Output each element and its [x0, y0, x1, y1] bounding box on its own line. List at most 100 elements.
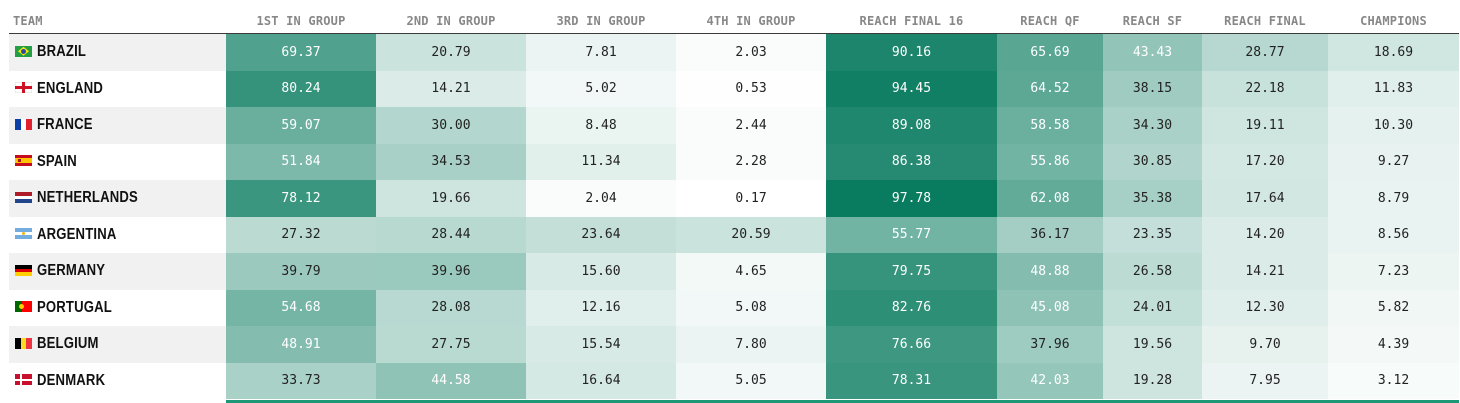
team-name: BRAZIL [37, 43, 87, 61]
column-header-2nd-in-group[interactable]: 2ND IN GROUP [376, 8, 526, 34]
team-cell: BRAZIL [9, 33, 226, 71]
cell-reach-final-16: 97.78 [826, 180, 997, 217]
cell-4th-in-group: 5.05 [676, 362, 826, 399]
cell-3rd-in-group: 12.16 [526, 289, 676, 326]
cell-reach-qf: 36.17 [997, 216, 1103, 253]
cell-4th-in-group: 7.80 [676, 326, 826, 363]
cell-reach-final-16: 82.76 [826, 289, 997, 326]
header-row: TEAM 1ST IN GROUP 2ND IN GROUP 3RD IN GR… [9, 8, 1459, 34]
cell-reach-sf: 43.43 [1103, 33, 1202, 71]
cell-reach-sf: 35.38 [1103, 180, 1202, 217]
cell-champions: 18.69 [1328, 33, 1459, 71]
cell-reach-qf: 55.86 [997, 143, 1103, 180]
netherlands-flag-icon [15, 191, 32, 203]
brazil-flag-icon [15, 45, 32, 57]
cell-3rd-in-group: 2.04 [526, 180, 676, 217]
cell-reach-sf: 23.35 [1103, 216, 1202, 253]
column-header-team[interactable]: TEAM [9, 8, 226, 34]
table-row: BELGIUM 48.91 27.75 15.54 7.80 76.66 37.96 19.5… [9, 326, 1459, 363]
team-cell: NETHERLANDS [9, 180, 226, 217]
team-cell: BELGIUM [9, 326, 226, 363]
column-header-reach-sf[interactable]: REACH SF [1103, 8, 1202, 34]
cell-reach-qf: 65.69 [997, 33, 1103, 71]
cell-reach-final-16: 79.75 [826, 253, 997, 290]
cell-reach-final: 22.18 [1202, 70, 1328, 107]
column-header-reach-final-16[interactable]: REACH FINAL 16 [826, 8, 997, 34]
cell-reach-final-16: 55.77 [826, 216, 997, 253]
cell-reach-qf: 42.03 [997, 362, 1103, 399]
column-header-reach-qf[interactable]: REACH QF [997, 8, 1103, 34]
cell-1st-in-group: 51.84 [226, 143, 376, 180]
cell-reach-final: 17.64 [1202, 180, 1328, 217]
column-header-reach-final[interactable]: REACH FINAL [1202, 8, 1328, 34]
team-name: FRANCE [37, 116, 93, 134]
cell-reach-final: 7.95 [1202, 362, 1328, 399]
cell-reach-final-16: 89.08 [826, 107, 997, 144]
cell-champions: 8.56 [1328, 216, 1459, 253]
team-name: GERMANY [37, 262, 106, 280]
cell-reach-sf: 19.28 [1103, 362, 1202, 399]
cell-2nd-in-group: 14.21 [376, 70, 526, 107]
table-row: NETHERLANDS 78.12 19.66 2.04 0.17 97.78 62.08 3… [9, 180, 1459, 217]
denmark-flag-icon [15, 374, 32, 386]
cell-2nd-in-group: 39.96 [376, 253, 526, 290]
belgium-flag-icon [15, 337, 32, 349]
cell-4th-in-group: 2.44 [676, 107, 826, 144]
cell-4th-in-group: 0.17 [676, 180, 826, 217]
column-header-1st-in-group[interactable]: 1ST IN GROUP [226, 8, 376, 34]
cell-2nd-in-group: 34.53 [376, 143, 526, 180]
cell-1st-in-group: 39.79 [226, 253, 376, 290]
cell-4th-in-group: 0.53 [676, 70, 826, 107]
cell-1st-in-group: 27.32 [226, 216, 376, 253]
portugal-flag-icon [15, 301, 32, 313]
cell-1st-in-group: 69.37 [226, 33, 376, 71]
cell-reach-final-16: 76.66 [826, 326, 997, 363]
cell-reach-sf: 19.56 [1103, 326, 1202, 363]
table-row: ARGENTINA 27.32 28.44 23.64 20.59 55.77 36.17 2… [9, 216, 1459, 253]
cell-reach-final: 9.70 [1202, 326, 1328, 363]
cell-reach-sf: 24.01 [1103, 289, 1202, 326]
cell-champions: 10.30 [1328, 107, 1459, 144]
cell-2nd-in-group: 19.66 [376, 180, 526, 217]
spain-flag-icon [15, 155, 32, 167]
cell-3rd-in-group: 15.54 [526, 326, 676, 363]
team-cell: SPAIN [9, 143, 226, 180]
cell-reach-final-16: 90.16 [826, 33, 997, 71]
cell-2nd-in-group: 20.79 [376, 33, 526, 71]
team-cell: DENMARK [9, 362, 226, 399]
cell-1st-in-group: 33.73 [226, 362, 376, 399]
cell-reach-sf: 38.15 [1103, 70, 1202, 107]
cell-reach-sf: 30.85 [1103, 143, 1202, 180]
cell-1st-in-group: 59.07 [226, 107, 376, 144]
cell-reach-final: 19.11 [1202, 107, 1328, 144]
cell-champions: 4.39 [1328, 326, 1459, 363]
cell-reach-final: 14.20 [1202, 216, 1328, 253]
england-flag-icon [15, 82, 32, 94]
cell-reach-qf: 64.52 [997, 70, 1103, 107]
cell-1st-in-group: 54.68 [226, 289, 376, 326]
cell-reach-sf: 34.30 [1103, 107, 1202, 144]
cell-2nd-in-group: 30.00 [376, 107, 526, 144]
cell-champions: 9.27 [1328, 143, 1459, 180]
table-row: GERMANY 39.79 39.96 15.60 4.65 79.75 48.88 26.5… [9, 253, 1459, 290]
table-row: ENGLAND 80.24 14.21 5.02 0.53 94.45 64.52 38.15… [9, 70, 1459, 107]
cell-1st-in-group: 48.91 [226, 326, 376, 363]
cell-reach-qf: 37.96 [997, 326, 1103, 363]
table-row: SPAIN 51.84 34.53 11.34 2.28 86.38 55.86 30.85 1… [9, 143, 1459, 180]
cell-3rd-in-group: 16.64 [526, 362, 676, 399]
cell-reach-sf: 26.58 [1103, 253, 1202, 290]
table-row: BRAZIL 69.37 20.79 7.81 2.03 90.16 65.69 43.43 2… [9, 33, 1459, 71]
cell-4th-in-group: 5.08 [676, 289, 826, 326]
cell-2nd-in-group: 28.44 [376, 216, 526, 253]
column-header-4th-in-group[interactable]: 4TH IN GROUP [676, 8, 826, 34]
cell-champions: 7.23 [1328, 253, 1459, 290]
cell-4th-in-group: 2.28 [676, 143, 826, 180]
column-header-3rd-in-group[interactable]: 3RD IN GROUP [526, 8, 676, 34]
cell-3rd-in-group: 8.48 [526, 107, 676, 144]
cell-3rd-in-group: 23.64 [526, 216, 676, 253]
cell-4th-in-group: 4.65 [676, 253, 826, 290]
team-name: PORTUGAL [37, 298, 112, 316]
cell-reach-qf: 62.08 [997, 180, 1103, 217]
column-header-champions[interactable]: CHAMPIONS [1328, 8, 1459, 34]
team-cell: PORTUGAL [9, 289, 226, 326]
